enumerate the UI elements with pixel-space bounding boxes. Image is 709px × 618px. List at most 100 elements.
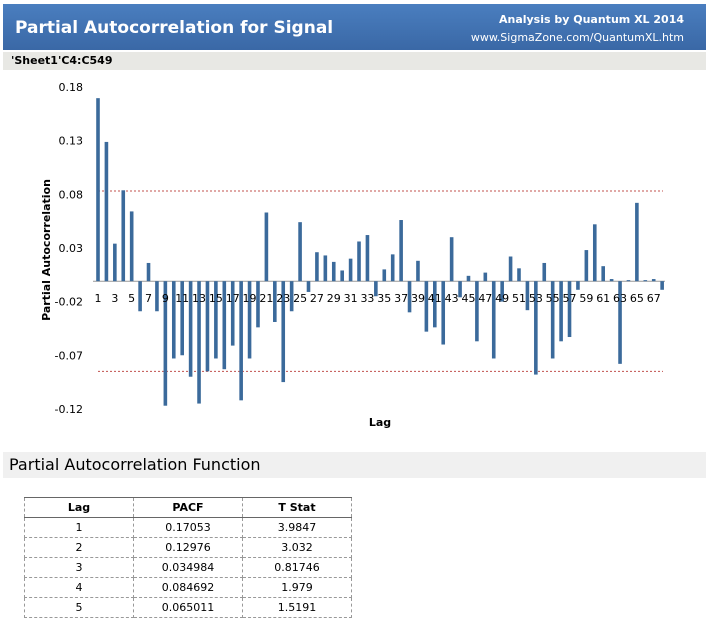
x-tick-label: 59 xyxy=(579,292,593,305)
bar xyxy=(651,279,656,282)
bar xyxy=(374,281,378,297)
x-tick-label: 5 xyxy=(128,292,135,305)
cell: 0.17053 xyxy=(133,517,243,538)
bar xyxy=(399,220,403,282)
bar xyxy=(188,281,193,377)
header: Partial Autocorrelation for Signal Analy… xyxy=(3,4,706,50)
bar xyxy=(146,262,151,282)
url: www.SigmaZone.com/QuantumXL.htm xyxy=(470,31,684,44)
column-header: PACF xyxy=(133,497,243,518)
bar xyxy=(534,281,538,375)
bar xyxy=(542,262,547,282)
cell: 4 xyxy=(24,577,134,598)
row: 4 0.084692 1.979 xyxy=(24,577,352,598)
bar xyxy=(475,281,479,342)
x-tick-label: 33 xyxy=(360,292,374,305)
x-tick-label: 13 xyxy=(192,292,206,305)
bar xyxy=(222,281,227,370)
y-tick-label: 0.03 xyxy=(59,242,84,255)
bar xyxy=(129,211,134,282)
x-tick-label: 55 xyxy=(546,292,560,305)
x-tick-label: 37 xyxy=(394,292,408,305)
bar xyxy=(458,281,462,298)
x-tick-label: 65 xyxy=(630,292,644,305)
x-tick-label: 39 xyxy=(411,292,425,305)
bar xyxy=(315,252,319,282)
bar xyxy=(323,255,328,282)
bar xyxy=(525,281,530,311)
bar xyxy=(155,281,159,312)
y-tick-label: 0.13 xyxy=(59,135,84,148)
column-header: Lag xyxy=(24,497,134,518)
title: Partial Autocorrelation for Signal xyxy=(15,18,334,38)
bar xyxy=(171,281,176,359)
bar xyxy=(230,281,235,346)
cell: 0.12976 xyxy=(133,537,243,558)
column-header: T Stat xyxy=(242,497,352,518)
x-tick-label: 23 xyxy=(276,292,290,305)
x-tick-label: 47 xyxy=(478,292,492,305)
bar xyxy=(407,281,412,313)
x-tick-label: 25 xyxy=(293,292,307,305)
y-tick-label: -0.12 xyxy=(55,403,83,416)
bar xyxy=(390,254,395,282)
x-tick-label: 1 xyxy=(95,292,102,305)
bar xyxy=(382,269,387,282)
x-tick-label: 7 xyxy=(145,292,152,305)
credit: Analysis by Quantum XL 2014 xyxy=(498,13,684,26)
chart: Partial Autocorrelation Lag 0.18 0.13 0.08… xyxy=(40,81,665,429)
x-tick-label: 3 xyxy=(111,292,118,305)
bar xyxy=(500,281,504,302)
bar xyxy=(601,266,605,282)
bar xyxy=(289,281,294,312)
bar xyxy=(113,243,117,282)
x-tick-label: 19 xyxy=(243,292,257,305)
y-axis-title: Partial Autocorrelation xyxy=(40,179,53,321)
x-tick-label: 15 xyxy=(209,292,223,305)
bar xyxy=(517,268,521,282)
bar xyxy=(281,281,286,383)
bar xyxy=(214,281,218,359)
bar xyxy=(298,222,302,282)
x-axis-title: Lag xyxy=(369,416,391,429)
row: 5 0.065011 1.5191 xyxy=(24,597,352,618)
cell: 1 xyxy=(24,517,134,538)
cell: 1.979 xyxy=(242,577,352,598)
cell: 1.5191 xyxy=(242,597,352,618)
bar xyxy=(483,272,488,282)
bar xyxy=(239,281,243,401)
bar xyxy=(331,261,336,282)
bar xyxy=(441,281,446,345)
x-tick-label: 67 xyxy=(647,292,661,305)
x-tick-label: 63 xyxy=(613,292,627,305)
cell: 3.032 xyxy=(242,537,352,558)
bar xyxy=(205,281,210,372)
y-tick-label: 0.18 xyxy=(59,81,84,94)
cell: 0.084692 xyxy=(133,577,243,598)
bar xyxy=(104,141,109,282)
section-title: Partial Autocorrelation Function xyxy=(3,452,706,478)
range: 'Sheet1'C4:C549 xyxy=(3,52,706,70)
x-tick-label: 11 xyxy=(175,292,189,305)
bar xyxy=(592,224,597,282)
row: Lag PACF T Stat xyxy=(24,497,352,518)
bar xyxy=(348,258,353,282)
row: 1 0.17053 3.9847 xyxy=(24,517,352,538)
x-tick-label: 43 xyxy=(445,292,459,305)
x-tick-label: 45 xyxy=(461,292,475,305)
bar xyxy=(264,212,269,282)
pacf-table: Lag PACF T Stat 1 0.17053 3.9847 2 0.12976 3.032… xyxy=(24,497,352,618)
bar xyxy=(584,250,589,282)
bar xyxy=(416,260,420,282)
x-tick-label: 51 xyxy=(512,292,526,305)
bar xyxy=(508,256,513,282)
bar xyxy=(180,281,184,356)
bar xyxy=(365,235,370,282)
y-tick-label: -0.02 xyxy=(55,296,83,309)
x-tick-label: 53 xyxy=(529,292,543,305)
bar xyxy=(247,281,252,359)
bar xyxy=(138,281,142,312)
bar xyxy=(660,281,664,290)
x-tick-label: 49 xyxy=(495,292,509,305)
